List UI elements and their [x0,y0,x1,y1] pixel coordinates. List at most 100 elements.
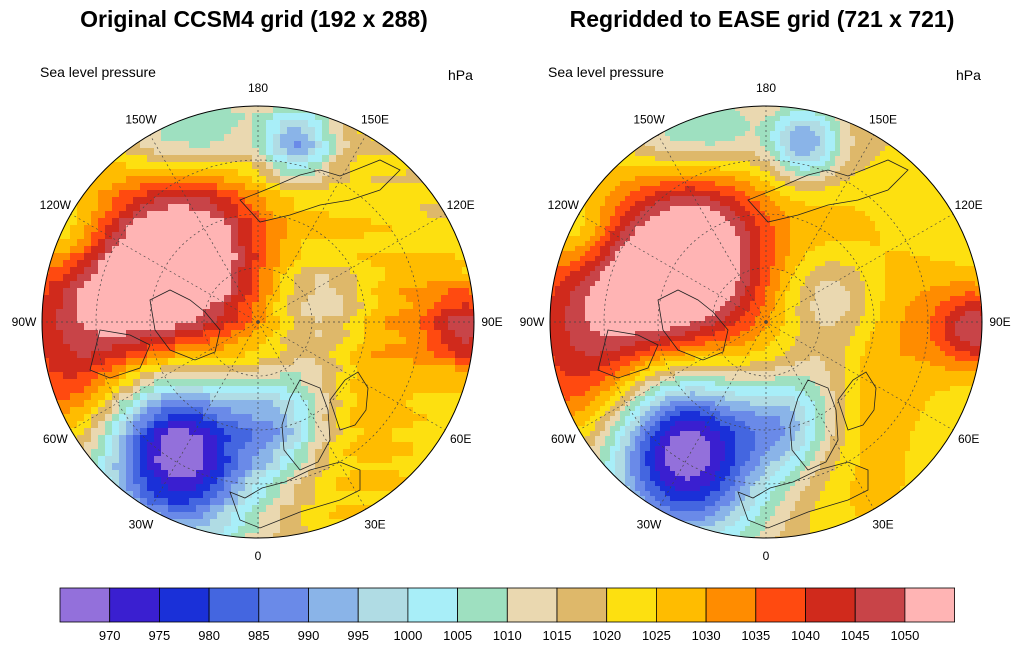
longitude-label: 150E [361,112,389,126]
meridian-line [765,321,954,431]
coastlines [597,159,909,529]
coastline [657,289,729,361]
colorbar-tick-label: 980 [198,628,220,643]
variable-label: Sea level pressure [40,64,156,80]
longitude-label: 120W [548,198,580,212]
meridian-line [70,321,259,431]
longitude-label: 90E [989,315,1010,329]
longitude-label: 30E [364,518,385,532]
colorbar-tick-label: 985 [248,628,270,643]
meridian-line [578,321,767,431]
meridian-line [657,321,767,510]
latitude-circle [657,213,875,431]
units-label: hPa [956,67,981,83]
coastline [597,329,659,379]
meridian-line [657,134,767,323]
longitude-label: 30W [637,518,662,532]
colorbar-swatch [357,587,409,623]
colorbar-tick-label: 975 [149,628,171,643]
colorbar-tick-label: 1035 [741,628,770,643]
coastline [229,461,361,529]
colorbar-tick-label: 1005 [443,628,472,643]
meridian-line [149,134,259,323]
meridian-line [578,213,767,323]
colorbar-tick-label: 1030 [692,628,721,643]
longitude-label: 0 [763,549,770,563]
map-outline [549,105,983,539]
latitude-circle [203,267,313,377]
colorbar-swatch [407,587,458,623]
polar-map: 180 150E 120E 90E 60E 30E 0 30W 60W 90W 120W 150W [12,81,503,563]
meridian-line [765,134,875,323]
colorbar-swatch [158,587,210,623]
colorbar-swatch [656,587,707,623]
left-map-panel: Original CCSM4 grid (192 x 288) Sea leve… [0,0,508,570]
meridian-line [257,321,446,431]
longitude-label: 0 [255,549,262,563]
latitude-circle [711,267,821,377]
longitude-label: 60E [958,432,979,446]
right-map-panel: Regridded to EASE grid (721 x 721) Sea l… [508,0,1016,570]
colorbar-swatch [705,587,757,623]
colorbar-swatch [904,587,956,623]
meridian-line [257,134,367,323]
longitude-label: 60W [43,432,68,446]
longitude-label: 150W [633,112,665,126]
colorbar-swatch [506,587,558,623]
longitude-label: 60W [551,432,576,446]
meridian-line [765,213,954,323]
polar-map: 180 150E 120E 90E 60E 30E 0 30W 60W 90W 120W 150W [520,81,1011,563]
coastline [747,159,909,223]
colorbar-tick-label: 1025 [642,628,671,643]
colorbar-swatch [556,587,608,623]
longitude-label: 30W [129,518,154,532]
variable-label: Sea level pressure [548,64,664,80]
colorbar-tick-label: 1040 [791,628,820,643]
longitude-label: 30E [872,518,893,532]
colorbar-swatch [258,587,309,623]
coastlines [89,159,401,529]
colorbar-swatch [805,587,856,623]
meridian-line [257,321,367,510]
graticule [550,106,982,538]
colorbar-tick-label: 970 [99,628,121,643]
colorbar-swatch [208,587,260,623]
colorbar-tick-label: 1050 [890,628,919,643]
units-label: hPa [448,67,473,83]
colorbar-tick-label: 990 [298,628,320,643]
colorbar-tick-label: 1045 [841,628,870,643]
longitude-label: 120E [955,198,983,212]
map-outline [41,105,475,539]
longitude-label: 180 [756,81,776,95]
pressure-field [42,106,474,538]
colorbar-tick-label: 995 [347,628,369,643]
coastline [281,379,331,471]
longitude-label: 90E [481,315,502,329]
panel-title: Original CCSM4 grid (192 x 288) [80,6,428,32]
colorbar-tick-label: 1010 [493,628,522,643]
longitude-label: 60E [450,432,471,446]
coastline [89,329,151,379]
longitude-label: 150W [125,112,157,126]
colorbar-swatch [308,587,359,623]
colorbar-tick-label: 1015 [543,628,572,643]
coastline [239,159,401,223]
longitude-label: 120W [40,198,72,212]
colorbar-tick-label: 1000 [393,628,422,643]
colorbar-swatch [755,587,806,623]
meridian-line [149,321,259,510]
colorbar-swatch [109,587,160,623]
colorbar: 970 975 980 985 990 995 1000 1005 1010 1015 1020 10… [59,587,956,643]
longitude-label: 90W [520,315,545,329]
longitude-label: 180 [248,81,268,95]
longitude-label: 90W [12,315,37,329]
meridian-line [257,213,446,323]
coastline [149,289,221,361]
graticule [42,106,474,538]
coastline [329,371,369,431]
panel-title: Regridded to EASE grid (721 x 721) [569,6,955,32]
colorbar-swatch [59,587,111,623]
latitude-circle [149,213,367,431]
colorbar-tick-label: 1020 [592,628,621,643]
longitude-label: 150E [869,112,897,126]
